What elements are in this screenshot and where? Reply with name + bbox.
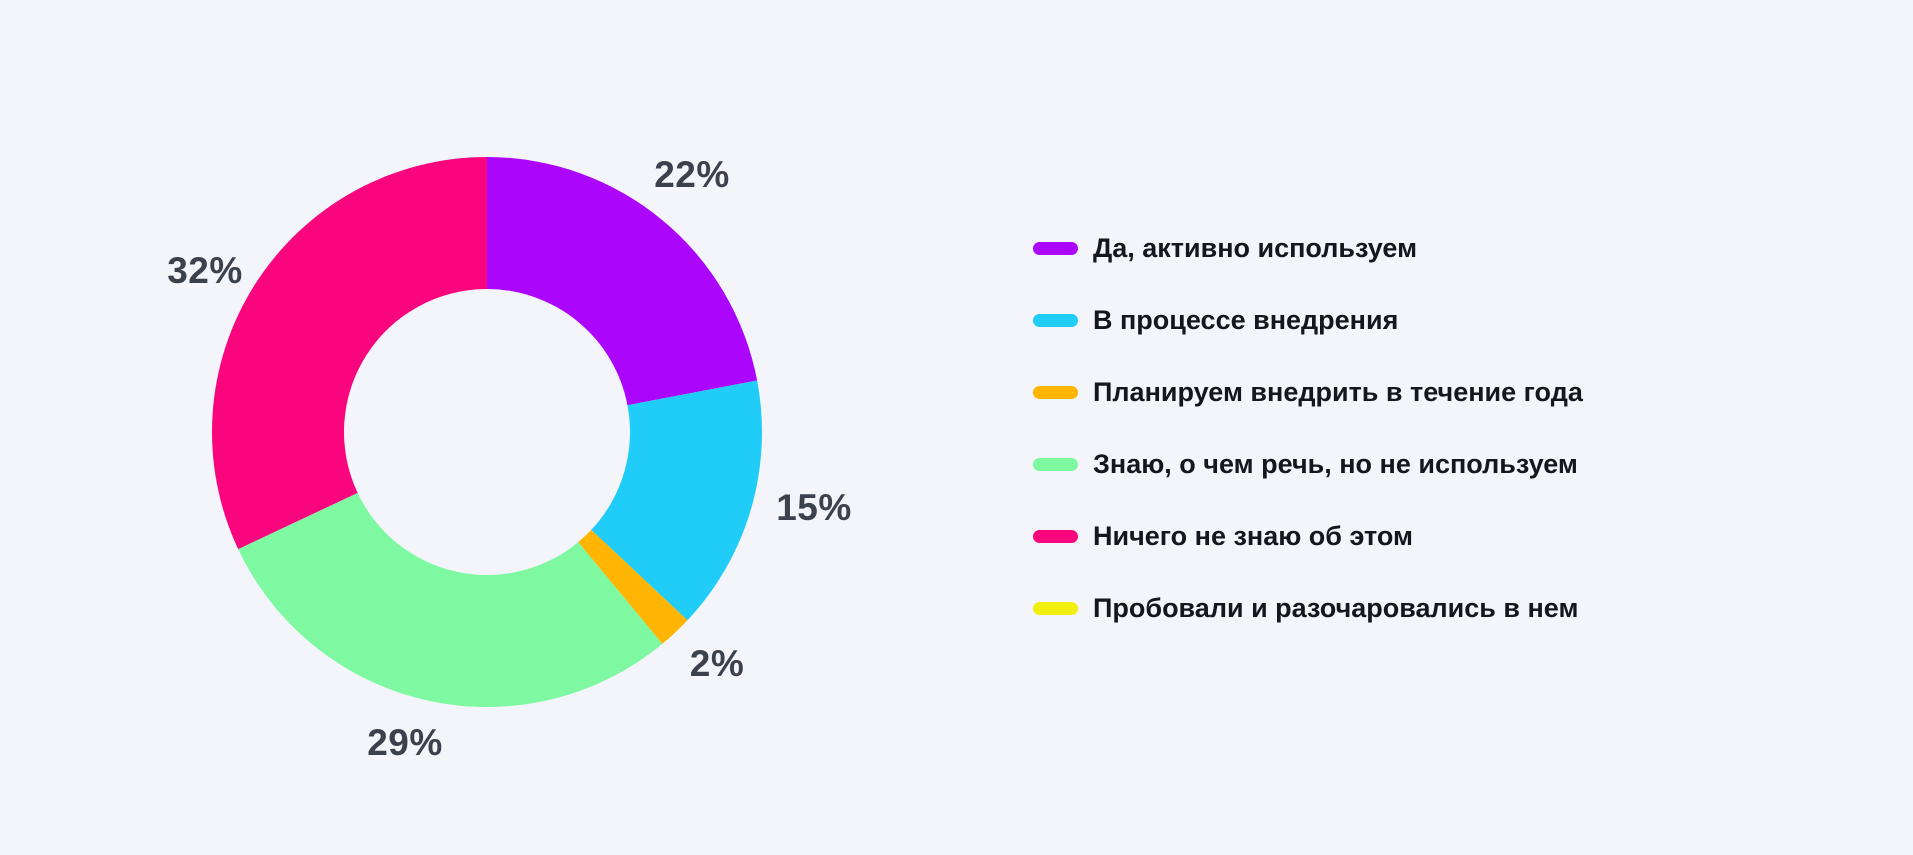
legend-item-know-not-use: Знаю, о чем речь, но не используем xyxy=(1033,428,1583,500)
legend-swatch-green xyxy=(1033,457,1078,471)
legend-swatch-yellow xyxy=(1033,601,1078,615)
donut-chart xyxy=(207,152,767,712)
donut-slice-0 xyxy=(487,157,758,406)
pct-label-active-use: 22% xyxy=(654,154,730,195)
donut-slice-2 xyxy=(578,529,688,644)
legend-item-implementing: В процессе внедрения xyxy=(1033,284,1583,356)
legend-label: Ничего не знаю об этом xyxy=(1093,520,1414,551)
legend-label: Планируем внедрить в течение года xyxy=(1093,376,1583,407)
pct-label-know-not-use: 29% xyxy=(367,722,443,763)
legend-swatch-orange xyxy=(1033,385,1078,399)
legend-swatch-purple xyxy=(1033,241,1078,255)
donut-slice-3 xyxy=(238,492,663,707)
pct-label-plan-year: 2% xyxy=(689,643,745,684)
donut-slice-1 xyxy=(591,380,762,621)
legend-label: Пробовали и разочаровались в нем xyxy=(1093,592,1579,623)
legend-swatch-cyan xyxy=(1033,313,1078,327)
donut-chart-svg xyxy=(212,157,762,707)
legend-item-tried-disappointed: Пробовали и разочаровались в нем xyxy=(1033,572,1583,644)
legend-label: Да, активно используем xyxy=(1093,232,1418,263)
legend-item-active-use: Да, активно используем xyxy=(1033,212,1583,284)
pct-label-know-nothing: 32% xyxy=(167,250,243,291)
legend-label: В процессе внедрения xyxy=(1093,304,1399,335)
legend: Да, активно используем В процессе внедре… xyxy=(1033,212,1583,644)
legend-item-know-nothing: Ничего не знаю об этом xyxy=(1033,500,1583,572)
legend-label: Знаю, о чем речь, но не используем xyxy=(1093,448,1578,479)
pct-label-implementing: 15% xyxy=(776,487,852,528)
donut-slice-4 xyxy=(212,157,488,550)
legend-swatch-pink xyxy=(1033,529,1078,543)
legend-item-plan-year: Планируем внедрить в течение года xyxy=(1033,356,1583,428)
